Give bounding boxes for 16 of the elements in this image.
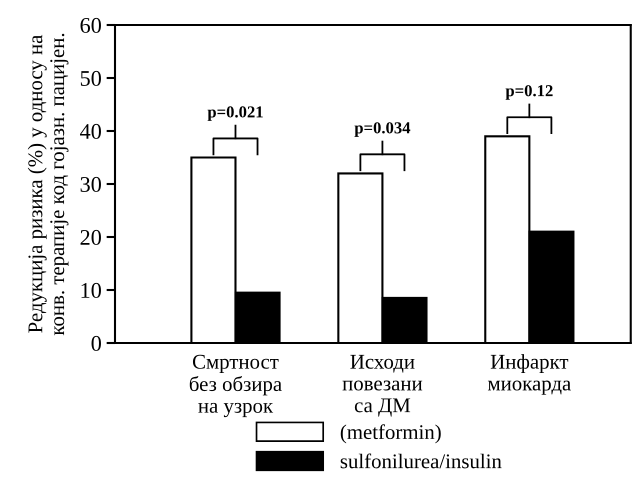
y-axis-title: Редукција ризика (%) у односу на конв. терапије код гојазн. пацијен. (28, 34, 68, 336)
annotation: p=0.021 (208, 106, 263, 121)
y-tick-label: 0 (92, 336, 101, 351)
annotation: p=0.12 (506, 85, 553, 100)
x-tick-label: Исходи повезани са ДМ (342, 354, 422, 417)
y-tick-label: 10 (82, 282, 101, 298)
y-tick-label: 30 (80, 176, 101, 192)
x-tick-label: Инфаркт миокарда (488, 354, 571, 395)
y-tick-label: 20 (80, 230, 101, 245)
y-tick-label: 50 (80, 70, 101, 86)
y-tick-label: 40 (80, 124, 101, 139)
y-tick-label: 60 (80, 18, 101, 33)
annotation: p=0.034 (354, 122, 410, 137)
legend-label: sulfonilurea/insulin (340, 453, 502, 468)
legend-label: (metformin) (340, 424, 441, 444)
x-tick-label: Смртност без обзира на узрок (190, 354, 282, 418)
